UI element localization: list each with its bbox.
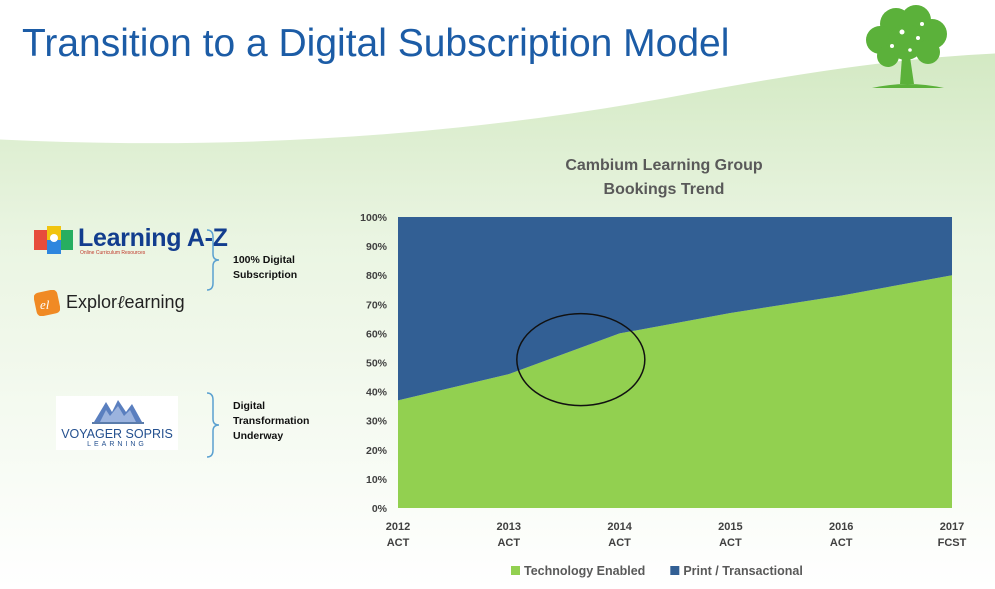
- voyager-sopris-logo: VOYAGER SOPRIS LEARNING: [56, 396, 178, 450]
- x-tick-label: 2015: [718, 521, 742, 533]
- tree-logo: [866, 5, 947, 88]
- label-digital-transformation: Digital Transformation Underway: [233, 399, 309, 444]
- x-tick-sublabel: ACT: [830, 537, 853, 549]
- y-axis: 0% 10% 20% 30% 40% 50% 60% 70% 80% 90% 100%: [360, 212, 388, 515]
- label-digital-subscription-line1: 100% Digital: [233, 254, 295, 266]
- x-tick-sublabel: ACT: [497, 537, 520, 549]
- area-technology-enabled: [398, 275, 952, 508]
- chart-legend: Technology Enabled Print / Transactional: [511, 564, 803, 578]
- x-tick-label: 2017: [940, 521, 964, 533]
- legend-label-print-transactional: Print / Transactional: [683, 564, 802, 578]
- svg-text:el: el: [40, 297, 50, 312]
- learning-az-tagline: Online Curriculum Resources: [80, 250, 146, 256]
- x-tick-label: 2014: [607, 521, 632, 533]
- y-tick-label: 10%: [366, 474, 388, 486]
- x-tick-sublabel: ACT: [608, 537, 631, 549]
- learning-az-name: Learning A-Z: [78, 224, 228, 252]
- voyager-sopris-name: VOYAGER SOPRIS: [61, 427, 173, 441]
- label-digital-transformation-line1: Digital: [233, 400, 266, 412]
- voyager-sopris-sub: LEARNING: [87, 441, 147, 448]
- x-tick-label: 2016: [829, 521, 853, 533]
- y-tick-label: 90%: [366, 241, 388, 253]
- chart-areas: [398, 217, 952, 508]
- y-tick-label: 80%: [366, 270, 388, 282]
- explore-learning-name-part2: earning: [124, 292, 185, 312]
- legend-swatch-print-transactional: [670, 566, 680, 575]
- learning-az-logo: Learning A-Z Online Curriculum Resources: [34, 224, 228, 256]
- explore-learning-icon: el: [34, 290, 60, 316]
- x-tick-sublabel: ACT: [387, 537, 410, 549]
- explore-learning-name-part1: Explor: [66, 292, 118, 312]
- label-digital-subscription-line2: Subscription: [233, 269, 298, 281]
- y-tick-label: 60%: [366, 328, 388, 340]
- explore-learning-name: Explorℓearning: [66, 292, 185, 312]
- chart-annotation: [516, 312, 646, 407]
- y-tick-label: 70%: [366, 299, 388, 311]
- x-tick-sublabel: FCST: [938, 537, 967, 549]
- y-tick-label: 30%: [366, 416, 388, 428]
- label-digital-subscription: 100% Digital Subscription: [233, 253, 297, 283]
- bracket-digital-transformation: [206, 392, 220, 458]
- x-tick-label: 2013: [497, 521, 521, 533]
- y-tick-label: 20%: [366, 445, 388, 457]
- legend-swatch-technology-enabled: [511, 566, 520, 575]
- x-tick-sublabel: ACT: [719, 537, 742, 549]
- x-tick-label: 2012: [386, 521, 410, 533]
- y-tick-label: 50%: [366, 358, 388, 370]
- x-axis: 2012 ACT 2013 ACT 2014 ACT 2015 ACT 2016 ACT 2017 F…: [386, 521, 967, 549]
- chart-title: Cambium Learning Group: [565, 157, 763, 174]
- chart-subtitle: Bookings Trend: [604, 181, 725, 198]
- bracket-digital-subscription: [206, 229, 220, 291]
- slide-title: Transition to a Digital Subscription Mod…: [22, 22, 730, 65]
- legend-label-technology-enabled: Technology Enabled: [524, 564, 645, 578]
- explore-learning-logo: el Explorℓearning: [34, 287, 194, 317]
- y-tick-label: 40%: [366, 387, 388, 399]
- y-tick-label: 0%: [372, 503, 388, 515]
- label-digital-transformation-line3: Underway: [233, 430, 284, 442]
- annotation-ellipse: [516, 312, 646, 407]
- y-tick-label: 100%: [360, 212, 388, 224]
- voyager-mountain-icon: [92, 400, 144, 424]
- label-digital-transformation-line2: Transformation: [233, 415, 310, 427]
- area-print-transactional: [398, 217, 952, 401]
- learning-az-icon: [34, 226, 73, 254]
